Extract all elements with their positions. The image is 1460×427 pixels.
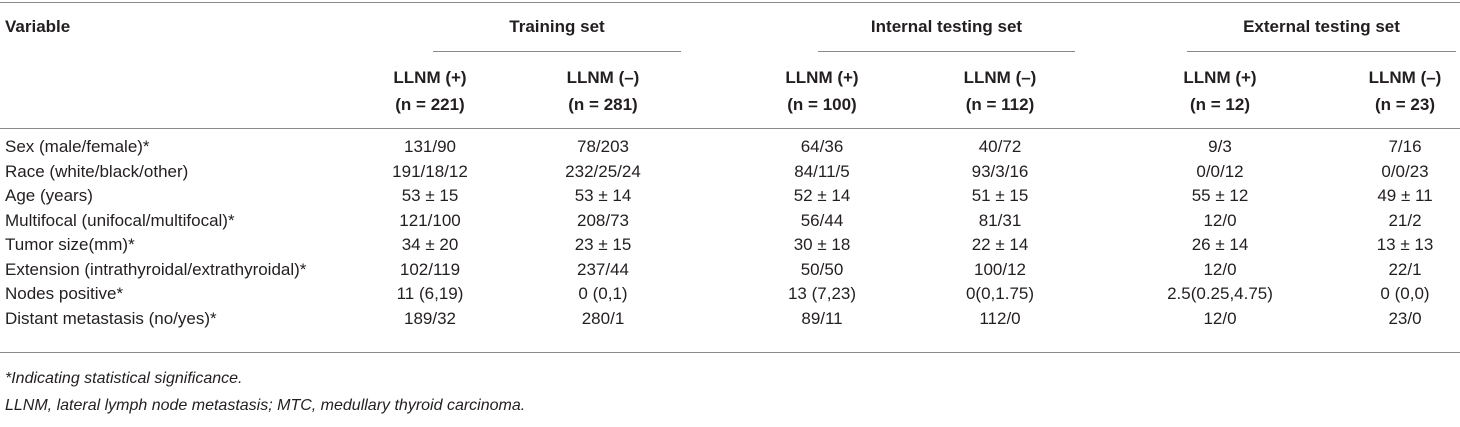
cell: 89/11 <box>801 308 843 328</box>
footnote: *Indicating statistical significance. <box>5 370 243 387</box>
cell: 64/36 <box>800 137 844 156</box>
bottom-rule <box>0 352 1460 353</box>
cell: 2.5(0.25,4.75) <box>1167 284 1273 303</box>
column-label: LLNM (–) <box>566 68 640 87</box>
group-rule <box>433 51 681 52</box>
row-label: Tumor size(mm)* <box>5 235 135 254</box>
cell: 12/0 <box>1203 210 1237 230</box>
cell: 9/3 <box>1208 137 1232 156</box>
row-label: Multifocal (unifocal/multifocal)* <box>5 210 235 230</box>
cell: 53 ± 15 <box>401 186 459 205</box>
row-label: Sex (male/female)* <box>5 137 150 156</box>
column-n: (n = 281) <box>568 95 638 114</box>
group-title: Internal testing set <box>870 17 1023 36</box>
column-label: LLNM (+) <box>1183 68 1257 87</box>
cell: 22 ± 14 <box>971 235 1029 254</box>
cell: 13 ± 13 <box>1376 235 1434 254</box>
cell: 52 ± 14 <box>793 186 851 205</box>
cell: 30 ± 18 <box>793 235 851 254</box>
row-label: Distant metastasis (no/yes)* <box>5 308 217 328</box>
cell: 21/2 <box>1388 210 1422 230</box>
cell: 0 (0,1) <box>578 284 628 303</box>
cell: 121/100 <box>399 210 461 230</box>
cell: 78/203 <box>577 137 629 156</box>
cell: 23/0 <box>1388 308 1422 328</box>
column-label: LLNM (+) <box>785 68 859 87</box>
variable-header: Variable <box>5 17 71 36</box>
cell: 11 (6,19) <box>396 284 464 303</box>
cell: 53 ± 14 <box>574 186 632 205</box>
header-rule <box>0 128 1460 129</box>
group-rule <box>818 51 1075 52</box>
cell: 34 ± 20 <box>401 235 459 254</box>
cell: 232/25/24 <box>565 161 641 181</box>
cell: 12/0 <box>1203 259 1237 279</box>
column-n: (n = 221) <box>395 95 465 114</box>
cell: 40/72 <box>978 137 1022 156</box>
cell: 22/1 <box>1388 259 1422 279</box>
cell: 56/44 <box>800 210 844 230</box>
cell: 112/0 <box>979 308 1021 328</box>
cell: 100/12 <box>974 259 1026 279</box>
row-label: Extension (intrathyroidal/extrathyroidal… <box>5 259 307 279</box>
cell: 0/0/23 <box>1381 161 1429 181</box>
cell: 23 ± 15 <box>574 235 632 254</box>
cell: 81/31 <box>978 210 1022 230</box>
cell: 84/11/5 <box>794 161 850 181</box>
cell: 191/18/12 <box>392 161 468 181</box>
cell: 280/1 <box>581 308 625 328</box>
cell: 0(0,1.75) <box>965 284 1035 303</box>
cell: 7/16 <box>1388 137 1422 156</box>
cell: 102/119 <box>399 259 461 279</box>
cell: 93/3/16 <box>971 161 1029 181</box>
group-title: External testing set <box>1243 17 1400 36</box>
cell: 51 ± 15 <box>971 186 1029 205</box>
footnote: LLNM, lateral lymph node metastasis; MTC… <box>5 397 526 414</box>
cell: 208/73 <box>577 210 629 230</box>
cell: 26 ± 14 <box>1191 235 1249 254</box>
cell: 237/44 <box>577 259 629 279</box>
column-label: LLNM (–) <box>963 68 1037 87</box>
cell: 13 (7,23) <box>787 284 857 303</box>
column-label: LLNM (+) <box>393 68 467 87</box>
cell: 0 (0,0) <box>1380 284 1430 303</box>
cell: 0/0/12 <box>1196 161 1244 181</box>
column-n: (n = 12) <box>1190 95 1250 114</box>
cell: 12/0 <box>1203 308 1237 328</box>
row-label: Nodes positive* <box>5 284 124 303</box>
cell: 49 ± 11 <box>1377 186 1433 205</box>
column-n: (n = 112) <box>965 95 1035 114</box>
cell: 50/50 <box>800 259 844 279</box>
cell: 55 ± 12 <box>1191 186 1249 205</box>
column-label: LLNM (–) <box>1368 68 1442 87</box>
group-rule <box>1187 51 1456 52</box>
row-label: Race (white/black/other) <box>5 161 189 181</box>
column-n: (n = 23) <box>1375 95 1435 114</box>
cell: 189/32 <box>404 308 456 328</box>
top-rule <box>0 2 1460 3</box>
column-n: (n = 100) <box>787 95 857 114</box>
cell: 131/90 <box>404 137 456 156</box>
group-title: Training set <box>509 17 605 36</box>
row-label: Age (years) <box>5 186 93 205</box>
